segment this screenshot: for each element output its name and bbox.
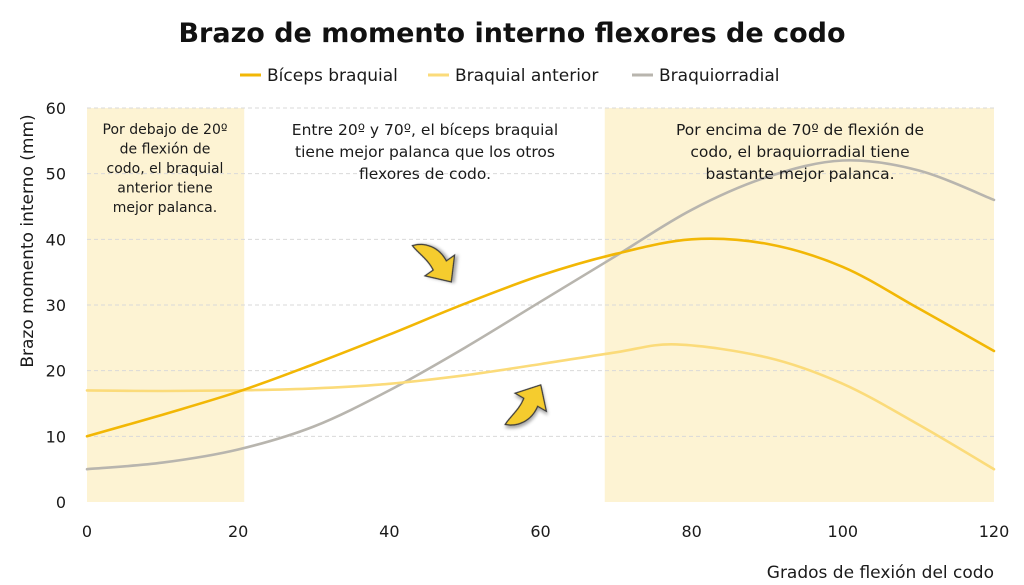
y-tick-label: 60 xyxy=(46,99,66,118)
series-line-1 xyxy=(85,237,996,438)
y-tick-label: 40 xyxy=(46,230,66,249)
x-tick-label: 40 xyxy=(379,522,399,541)
curved-arrow-down-icon xyxy=(411,243,456,283)
annotations: Por debajo de 20º de flexión de codo, el b… xyxy=(103,121,924,216)
legend-label-3: Braquiorradial xyxy=(659,66,780,86)
annotation-3: Por encima de 70º de flexión de codo, el … xyxy=(676,121,924,183)
x-tick-label: 20 xyxy=(228,522,248,541)
y-tick-label: 10 xyxy=(46,427,66,446)
x-axis-label: Grados de flexión del codo xyxy=(767,563,994,583)
legend-label-2: Braquial anterior xyxy=(455,66,598,86)
annotation-2: Entre 20º y 70º, el bíceps braquial tiene… xyxy=(292,121,558,183)
legend: Bíceps braquial Braquial anterior Braquior… xyxy=(240,66,780,86)
x-tick-label: 80 xyxy=(681,522,701,541)
x-tick-label: 100 xyxy=(828,522,859,541)
series-line-3 xyxy=(85,159,996,471)
x-tick-label: 60 xyxy=(530,522,550,541)
x-tick-label: 0 xyxy=(82,522,92,541)
y-tick-label: 20 xyxy=(46,362,66,381)
y-tick-label: 30 xyxy=(46,296,66,315)
x-tick-label: 120 xyxy=(979,522,1010,541)
y-axis-label: Brazo momento interno (mm) xyxy=(18,114,38,367)
tick-labels: 0 10 20 30 40 50 60 0 20 40 60 80 100 120 xyxy=(46,99,1010,541)
chart-title: Brazo de momento interno flexores de cod… xyxy=(178,18,845,49)
curved-arrow-up-icon xyxy=(504,384,548,426)
y-tick-label: 0 xyxy=(56,493,66,512)
annotation-1: Por debajo de 20º de flexión de codo, el b… xyxy=(103,122,228,216)
y-tick-label: 50 xyxy=(46,165,66,184)
series-lines xyxy=(85,159,996,471)
arrows xyxy=(411,243,548,426)
legend-label-1: Bíceps braquial xyxy=(267,66,398,86)
